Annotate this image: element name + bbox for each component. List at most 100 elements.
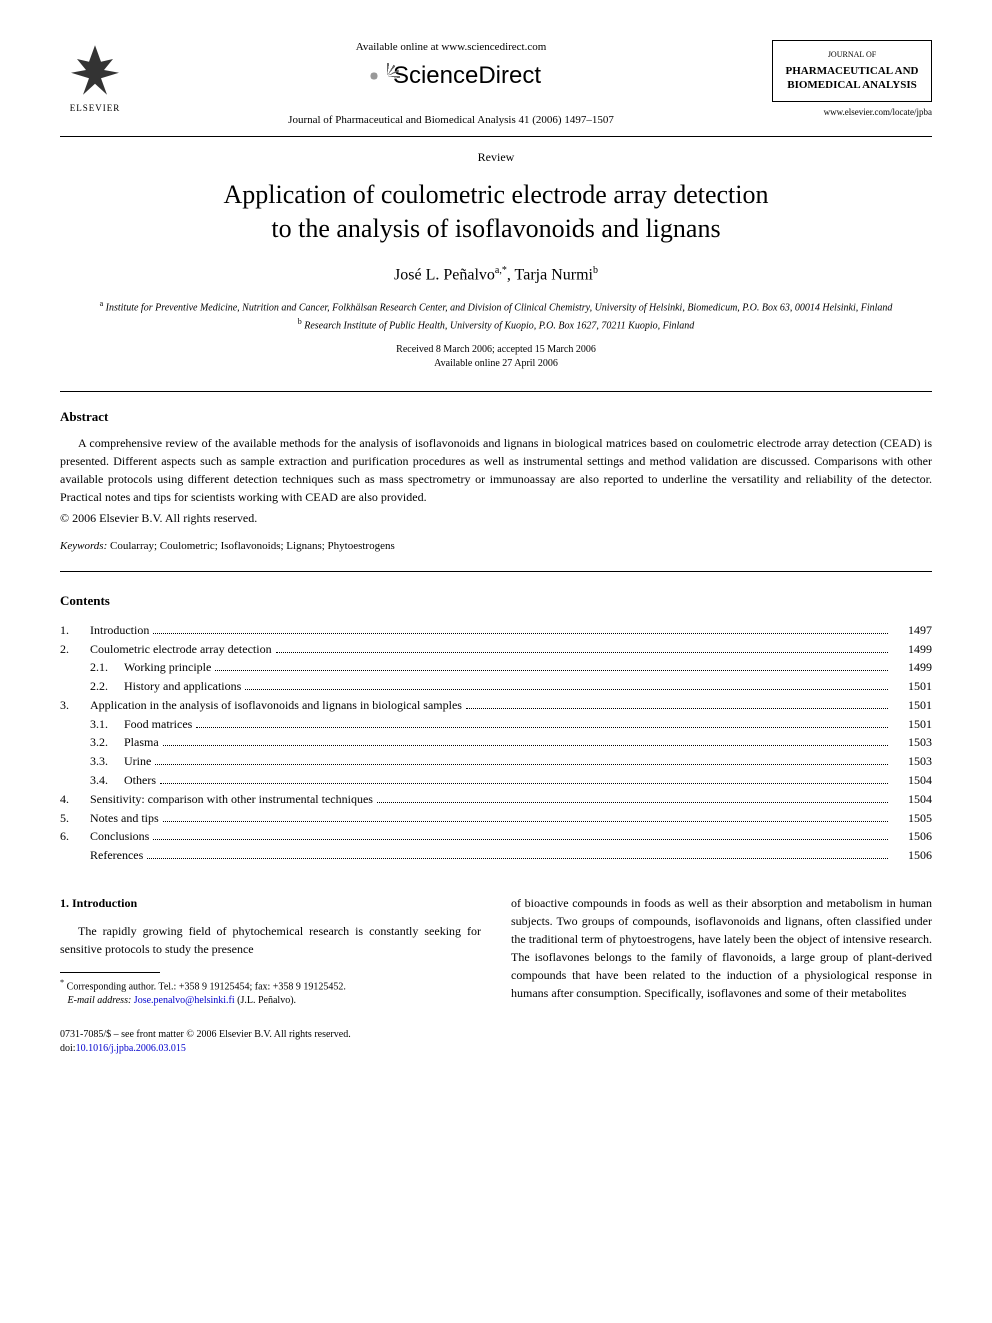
toc-label: Application in the analysis of isoflavon… [90, 697, 462, 714]
journal-box-wrapper: JOURNAL OF PHARMACEUTICAL AND BIOMEDICAL… [772, 40, 932, 118]
footer-doi-link[interactable]: 10.1016/j.jpba.2006.03.015 [76, 1043, 186, 1054]
toc-dots [466, 708, 888, 709]
toc-number: 3.2. [90, 734, 124, 751]
toc-dots [163, 745, 888, 746]
contents-heading: Contents [60, 592, 932, 610]
toc-page: 1499 [892, 659, 932, 676]
abstract-top-rule [60, 391, 932, 392]
abstract-text: A comprehensive review of the available … [60, 434, 932, 506]
sciencedirect-text: ScienceDirect [393, 59, 541, 93]
toc-label: History and applications [124, 678, 241, 695]
toc-number: 3.1. [90, 716, 124, 733]
toc-label: Conclusions [90, 828, 149, 845]
elsevier-logo: ELSEVIER [60, 40, 130, 120]
toc-dots [155, 764, 888, 765]
toc-page: 1501 [892, 697, 932, 714]
journal-reference: Journal of Pharmaceutical and Biomedical… [150, 113, 752, 128]
toc-row: 4.Sensitivity: comparison with other ins… [60, 791, 932, 808]
abstract-copyright: © 2006 Elsevier B.V. All rights reserved… [60, 510, 932, 527]
toc-dots [160, 783, 888, 784]
body-column-right: of bioactive compounds in foods as well … [511, 894, 932, 1008]
footnote-separator [60, 972, 160, 973]
toc-number: 2. [60, 641, 90, 658]
toc-page: 1503 [892, 753, 932, 770]
available-online-text: Available online at www.sciencedirect.co… [150, 40, 752, 55]
toc-page: 1506 [892, 847, 932, 864]
author-2-affil: b [593, 265, 598, 276]
toc-label: Notes and tips [90, 810, 159, 827]
toc-dots [245, 689, 888, 690]
elsevier-text: ELSEVIER [70, 102, 121, 115]
elsevier-tree-icon [65, 45, 125, 100]
toc-dots [196, 727, 888, 728]
title-line-1: Application of coulometric electrode arr… [223, 180, 768, 209]
toc-number: 5. [60, 810, 90, 827]
toc-dots [147, 858, 888, 859]
keywords-label: Keywords: [60, 540, 107, 552]
toc-dots [153, 839, 888, 840]
toc-dots [377, 802, 888, 803]
toc-row: 3.3.Urine1503 [60, 753, 932, 770]
toc-dots [215, 670, 888, 671]
journal-url: www.elsevier.com/locate/jpba [772, 106, 932, 119]
author-1: José L. Peñalvo [394, 266, 495, 283]
received-date: Received 8 March 2006; accepted 15 March… [396, 344, 596, 355]
keywords: Keywords: Coularray; Coulometric; Isofla… [60, 539, 932, 554]
toc-row: 2.2.History and applications1501 [60, 678, 932, 695]
toc-row: 3.1.Food matrices1501 [60, 716, 932, 733]
toc-row: 2.Coulometric electrode array detection 1… [60, 641, 932, 658]
abstract-heading: Abstract [60, 408, 932, 426]
toc-label: Plasma [124, 734, 159, 751]
toc-number: 1. [60, 622, 90, 639]
title-line-2: to the analysis of isoflavonoids and lig… [271, 214, 720, 243]
toc-row: 3.Application in the analysis of isoflav… [60, 697, 932, 714]
toc-page: 1504 [892, 772, 932, 789]
footnote-email-after: (J.L. Peñalvo). [235, 995, 296, 1006]
center-header: Available online at www.sciencedirect.co… [130, 40, 772, 128]
toc-page: 1503 [892, 734, 932, 751]
toc-page: 1501 [892, 678, 932, 695]
toc-label: Others [124, 772, 156, 789]
affiliations: a Institute for Preventive Medicine, Nut… [60, 298, 932, 333]
body-para-right: of bioactive compounds in foods as well … [511, 894, 932, 1002]
table-of-contents: 1.Introduction14972.Coulometric electrod… [60, 622, 932, 864]
body-para-left: The rapidly growing field of phytochemic… [60, 922, 481, 958]
journal-box-top: JOURNAL OF [783, 49, 921, 60]
toc-number: 2.1. [90, 659, 124, 676]
toc-number: 4. [60, 791, 90, 808]
journal-box: JOURNAL OF PHARMACEUTICAL AND BIOMEDICAL… [772, 40, 932, 102]
authors: José L. Peñalvoa,*, Tarja Nurmib [60, 264, 932, 287]
toc-dots [163, 821, 888, 822]
available-date: Available online 27 April 2006 [434, 358, 558, 369]
author-1-affil: a, [495, 265, 502, 276]
toc-label: Coulometric electrode array detection [90, 641, 272, 658]
toc-number: 3. [60, 697, 90, 714]
footer-issn: 0731-7085/$ – see front matter © 2006 El… [60, 1029, 351, 1040]
toc-label: Food matrices [124, 716, 192, 733]
footnote-email-link[interactable]: Jose.penalvo@helsinki.fi [131, 995, 234, 1006]
header-rule [60, 136, 932, 137]
sciencedirect-burst-icon [361, 63, 387, 89]
toc-label: Sensitivity: comparison with other instr… [90, 791, 373, 808]
toc-number: 3.4. [90, 772, 124, 789]
toc-page: 1497 [892, 622, 932, 639]
affil-b: Research Institute of Public Health, Uni… [302, 320, 695, 331]
footnote-corr: Corresponding author. Tel.: +358 9 19125… [64, 981, 346, 992]
toc-label: Working principle [124, 659, 211, 676]
footnote-email-label: E-mail address: [68, 995, 132, 1006]
footer-doi-label: doi: [60, 1043, 76, 1054]
section-1-heading: 1. Introduction [60, 894, 481, 912]
toc-page: 1504 [892, 791, 932, 808]
toc-dots [276, 652, 888, 653]
body-columns: 1. Introduction The rapidly growing fiel… [60, 894, 932, 1008]
toc-row: References1506 [60, 847, 932, 864]
toc-row: 5.Notes and tips 1505 [60, 810, 932, 827]
toc-row: 2.1.Working principle 1499 [60, 659, 932, 676]
toc-row: 3.2.Plasma 1503 [60, 734, 932, 751]
sciencedirect-logo: ScienceDirect [150, 59, 752, 93]
article-type: Review [60, 149, 932, 166]
toc-number: 3.3. [90, 753, 124, 770]
toc-page: 1505 [892, 810, 932, 827]
toc-page: 1499 [892, 641, 932, 658]
affil-a: Institute for Preventive Medicine, Nutri… [103, 303, 892, 314]
